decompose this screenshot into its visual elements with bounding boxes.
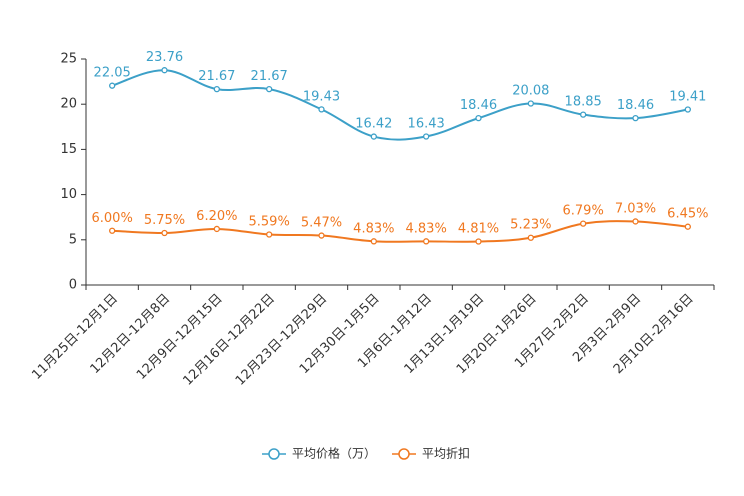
data-label: 6.45% — [667, 207, 708, 222]
data-label: 6.20% — [196, 209, 237, 224]
data-label: 16.43 — [408, 116, 445, 131]
data-point[interactable] — [370, 133, 377, 140]
data-label: 18.85 — [565, 95, 602, 110]
data-point[interactable] — [266, 85, 273, 93]
data-label: 16.42 — [355, 117, 392, 132]
data-label: 22.05 — [94, 66, 131, 81]
x-tick-label: 12月23日-12月29日 — [233, 291, 330, 388]
data-point[interactable] — [213, 225, 220, 233]
y-tick-label: 0 — [69, 278, 77, 293]
series-line — [111, 69, 688, 141]
data-label: 21.67 — [251, 69, 288, 84]
legend: 平均价格（万） 平均折扣 — [262, 446, 470, 461]
data-point[interactable] — [266, 231, 273, 238]
data-label: 20.08 — [512, 83, 549, 98]
data-label: 18.46 — [460, 98, 497, 113]
data-point[interactable] — [527, 100, 534, 107]
data-point[interactable] — [580, 111, 587, 118]
data-point[interactable] — [318, 232, 325, 239]
series-2 — [109, 218, 691, 245]
series-1 — [109, 67, 691, 141]
data-label: 4.81% — [458, 222, 499, 237]
data-label: 23.76 — [146, 50, 183, 65]
data-point[interactable] — [580, 220, 587, 227]
legend-label: 平均折扣 — [422, 446, 470, 461]
data-point[interactable] — [370, 238, 377, 245]
data-label: 7.03% — [615, 201, 656, 216]
data-point[interactable] — [109, 227, 116, 234]
data-point[interactable] — [423, 133, 430, 140]
legend-label: 平均价格（万） — [292, 446, 376, 461]
series-lines — [109, 67, 691, 245]
data-point[interactable] — [527, 234, 534, 241]
y-tick-label: 10 — [60, 187, 77, 202]
data-point[interactable] — [475, 238, 482, 245]
data-label: 18.46 — [617, 98, 654, 113]
data-point[interactable] — [161, 67, 168, 74]
data-label: 5.59% — [249, 214, 290, 229]
data-label: 6.00% — [92, 211, 133, 226]
y-tick-label: 15 — [60, 142, 77, 157]
y-tick-label: 25 — [60, 52, 77, 67]
data-label: 6.79% — [563, 204, 604, 219]
data-point[interactable] — [318, 106, 325, 113]
data-point[interactable] — [109, 82, 116, 89]
data-point[interactable] — [684, 106, 691, 113]
y-tick-label: 20 — [60, 97, 77, 112]
data-point[interactable] — [213, 85, 220, 93]
data-label: 5.47% — [301, 216, 342, 231]
data-point[interactable] — [475, 114, 482, 122]
data-label: 5.75% — [144, 213, 185, 228]
data-label: 5.23% — [510, 218, 551, 233]
data-label: 19.41 — [669, 90, 706, 105]
legend-item-2[interactable]: 平均折扣 — [392, 446, 470, 461]
data-point[interactable] — [423, 238, 430, 245]
series-line — [112, 220, 688, 243]
data-label: 21.67 — [198, 69, 235, 84]
data-label: 4.83% — [406, 221, 447, 236]
data-label: 19.43 — [303, 89, 340, 104]
legend-item-1[interactable]: 平均价格（万） — [262, 446, 376, 461]
legend-marker-icon — [268, 448, 280, 460]
data-label: 4.83% — [353, 221, 394, 236]
data-point[interactable] — [161, 229, 168, 237]
legend-marker-icon — [398, 448, 410, 460]
y-tick-label: 5 — [69, 232, 77, 247]
data-point[interactable] — [632, 218, 639, 225]
data-point[interactable] — [684, 223, 691, 230]
data-labels: 22.05 23.76 21.67 21.67 19.43 16.42 16.43 18.46… — [92, 50, 709, 236]
x-tick-label: 11月25日-12月1日 — [29, 291, 121, 383]
data-point[interactable] — [632, 114, 639, 122]
x-tick-label: 12月16日-12月22日 — [181, 291, 278, 388]
